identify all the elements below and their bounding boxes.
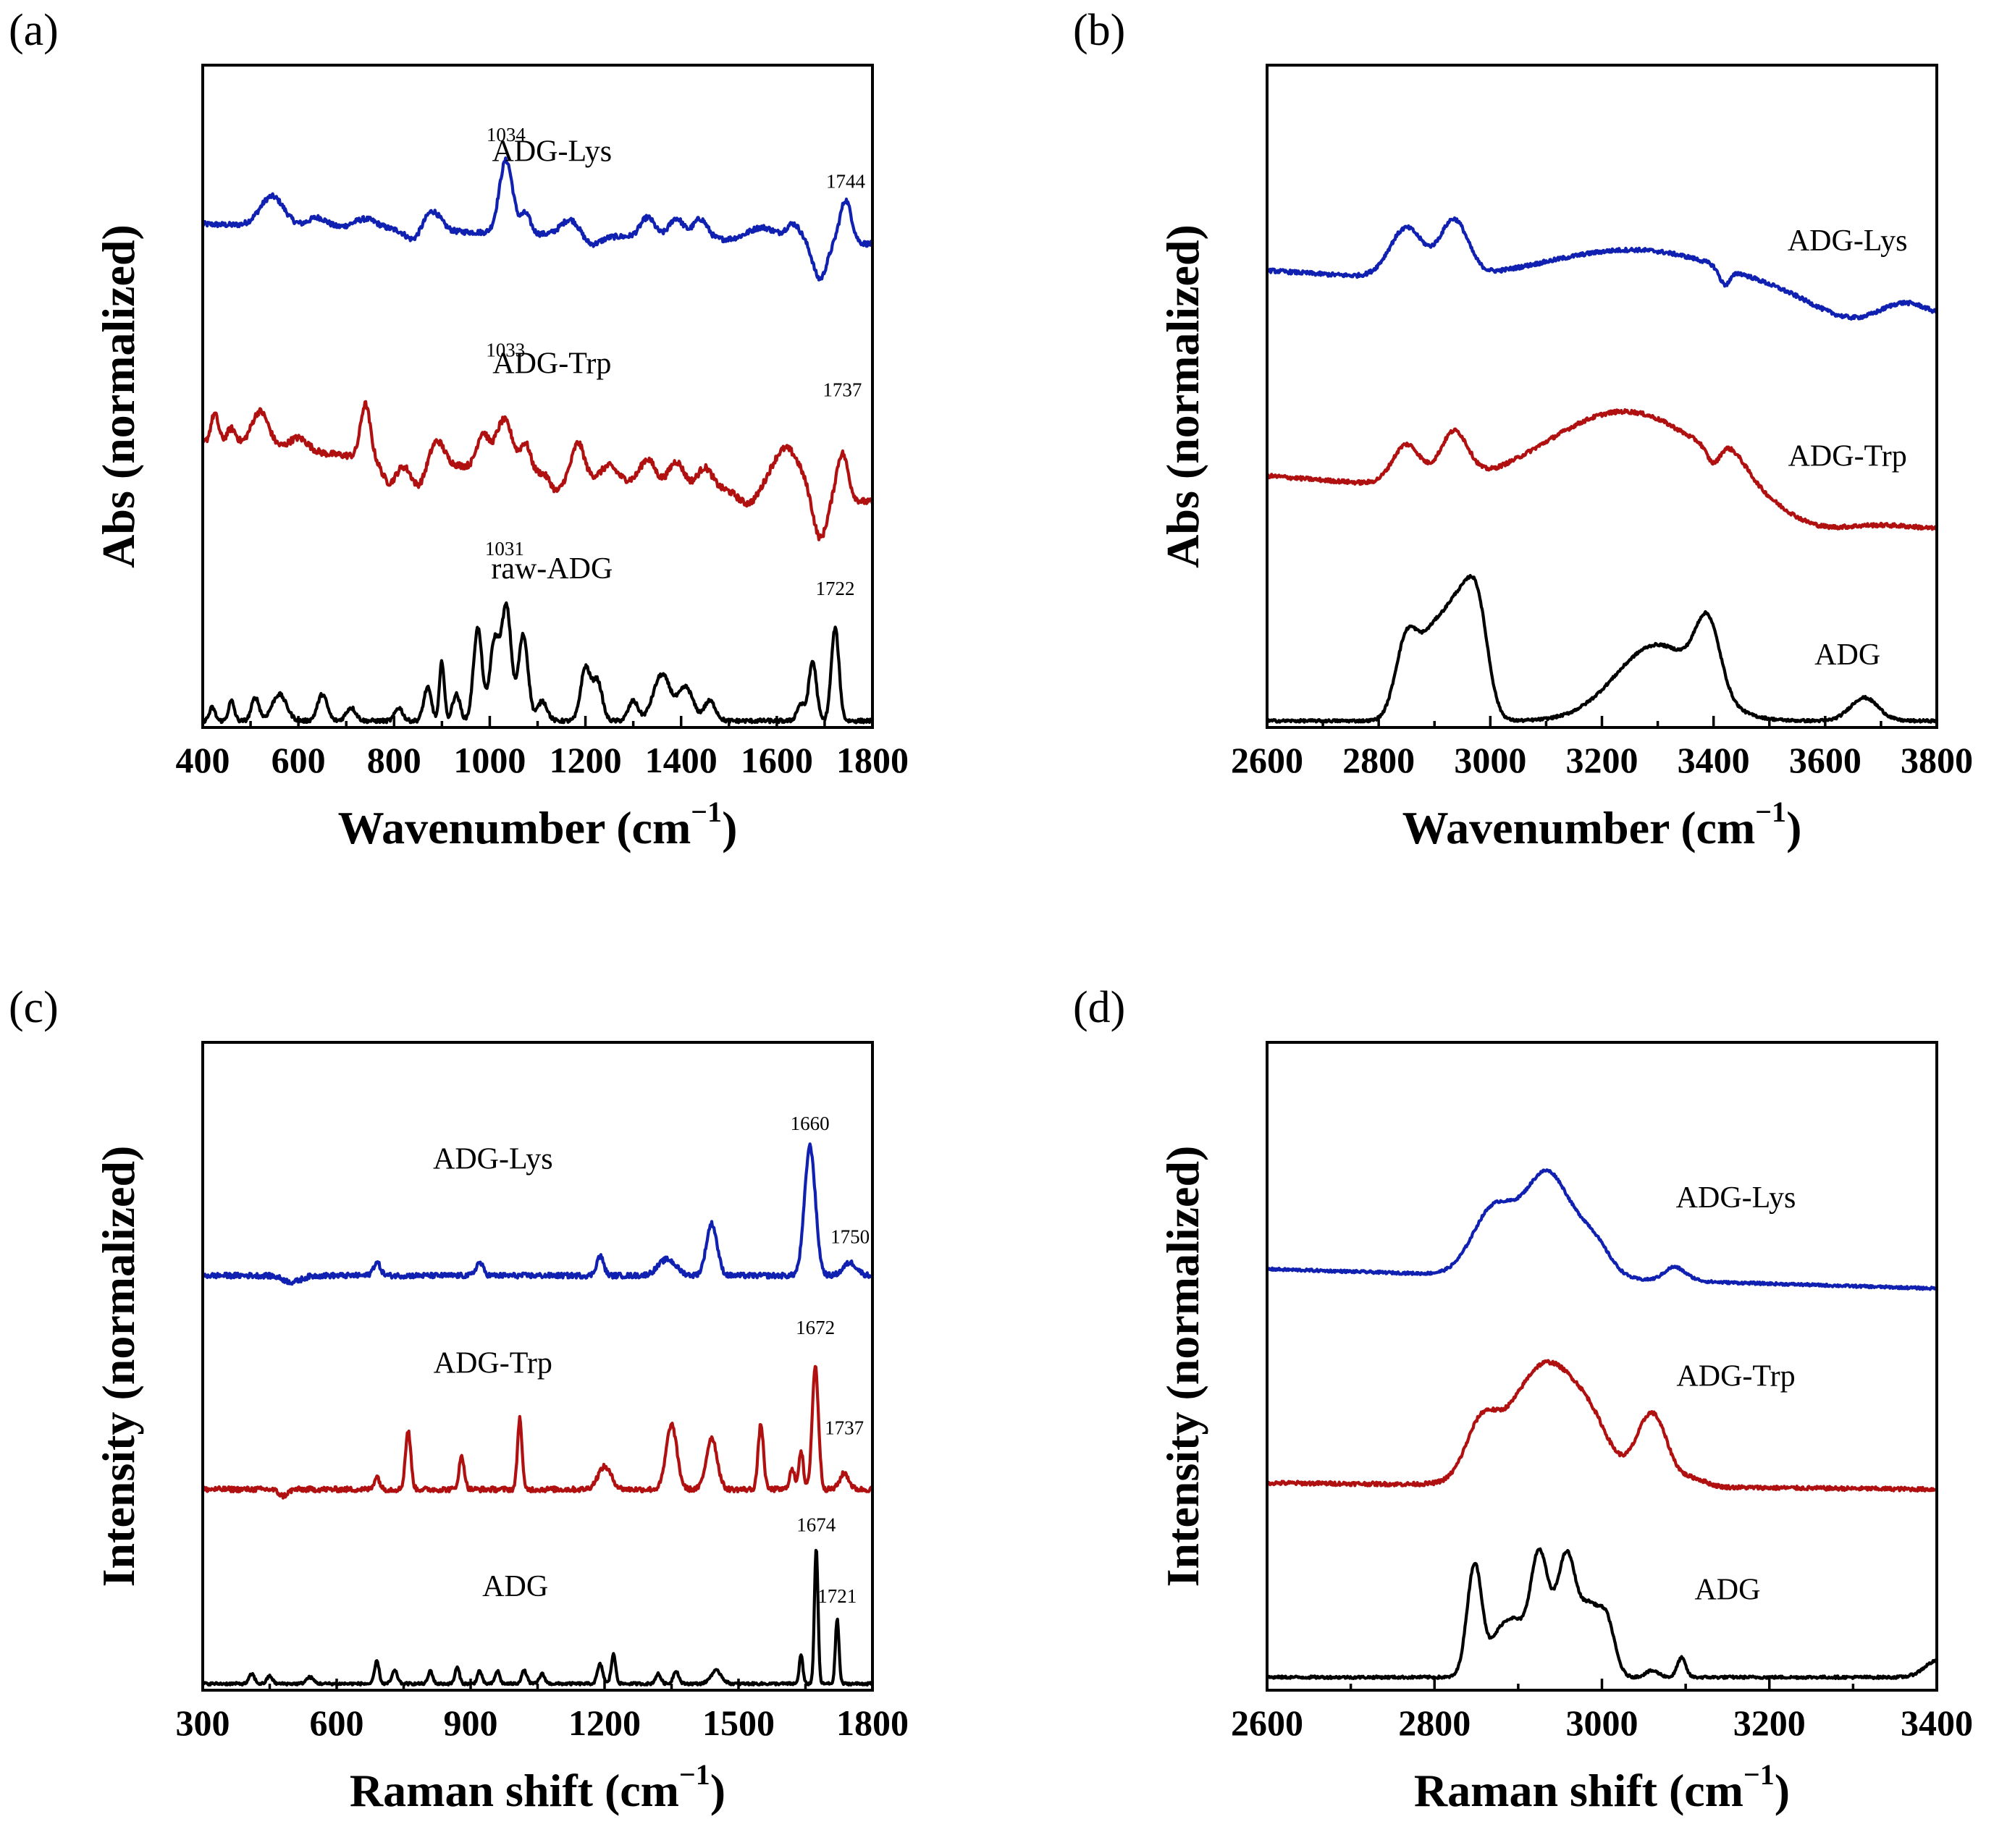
x-axis-title-close: ) — [1786, 802, 1801, 853]
series-label: ADG — [1694, 1574, 1760, 1607]
x-axis-title-close: ) — [710, 1765, 725, 1816]
series-label: ADG — [482, 1570, 548, 1603]
x-axis-title-main: Raman shift (cm — [1414, 1765, 1743, 1816]
series-label: ADG-Lys — [1676, 1181, 1796, 1215]
peak-label: 1721 — [817, 1585, 857, 1607]
peak-label: 1660 — [791, 1113, 830, 1134]
trace-adg-trp — [201, 1364, 875, 1500]
peak-label: 1750 — [830, 1225, 870, 1247]
panel-c: (c) ADG-Lys 1660 1750 ADG-Trp 1672 1737 ADG 1674… — [9, 983, 909, 1816]
plot-frame — [1266, 64, 1938, 729]
series-label: ADG-Trp — [1788, 440, 1907, 473]
series-label: ADG-Lys — [492, 135, 612, 169]
trace-adg-trp — [1265, 1359, 1939, 1493]
panel-letter: (a) — [9, 6, 59, 55]
x-tick-label: 600 — [310, 1703, 364, 1743]
x-tick-label: 3200 — [1566, 740, 1638, 780]
plot-frame — [1266, 1041, 1938, 1692]
series-label: ADG-Lys — [1788, 224, 1908, 258]
x-tick-label: 3000 — [1454, 740, 1526, 780]
trace-adg-lys — [201, 156, 875, 282]
x-tick-label: 400 — [176, 740, 230, 780]
trace-adg-lys — [1265, 1168, 1939, 1291]
trace-adg-trp — [201, 400, 875, 541]
x-tick-label: 1000 — [453, 740, 526, 780]
x-tick-label: 2600 — [1231, 740, 1303, 780]
peak-label: 1034 — [487, 124, 526, 145]
series-label: ADG — [1814, 638, 1880, 672]
peak-label: 1737 — [825, 1417, 864, 1438]
x-tick-label: 900 — [444, 1703, 498, 1743]
peak-label: 1744 — [826, 170, 866, 192]
trace-adg-lys — [1265, 216, 1939, 321]
series-label: ADG-Trp — [492, 347, 611, 380]
x-axis-title: Wavenumber (cm−1) — [1402, 796, 1802, 853]
series-label: ADG-Trp — [434, 1346, 552, 1380]
x-axis-title: Wavenumber (cm−1) — [338, 796, 738, 853]
x-tick-label: 1800 — [836, 1703, 909, 1743]
peak-label: 1737 — [823, 379, 862, 401]
x-tick-label: 1400 — [645, 740, 718, 780]
x-axis-title-main: Wavenumber (cm — [1402, 802, 1756, 853]
panel-b: (b) ADG-Lys ADG-Trp ADG 2600 2800 3000 3200 3400… — [1073, 6, 1973, 853]
panel-d: (d) ADG-Lys ADG-Trp ADG 2600 2800 3000 3200 3400… — [1073, 983, 1973, 1816]
x-tick-label: 2800 — [1342, 740, 1415, 780]
x-axis-title-sup: −1 — [691, 796, 722, 828]
x-axis-title: Raman shift (cm−1) — [1414, 1758, 1790, 1816]
x-tick-label: 300 — [176, 1703, 230, 1743]
panel-letter: (d) — [1073, 983, 1125, 1032]
series-label: ADG-Trp — [1676, 1359, 1795, 1393]
x-tick-label: 600 — [272, 740, 326, 780]
x-axis-title-main: Wavenumber (cm — [338, 802, 691, 853]
trace-adg — [201, 1548, 875, 1687]
x-axis-title-sup: −1 — [1743, 1758, 1775, 1791]
x-tick-label: 1800 — [836, 740, 909, 780]
x-tick-label: 800 — [367, 740, 421, 780]
panel-letter: (b) — [1073, 6, 1125, 55]
y-axis-title: Abs (normalized) — [93, 224, 144, 568]
x-tick-label: 3800 — [1901, 740, 1973, 780]
x-axis-title-main: Raman shift (cm — [350, 1765, 679, 1816]
trace-adg-lys — [201, 1142, 875, 1286]
x-tick-label: 2800 — [1398, 1703, 1471, 1743]
y-axis-title: Intensity (normalized) — [1157, 1146, 1208, 1587]
trace-raw-adg — [201, 601, 875, 725]
panel-letter: (c) — [9, 983, 59, 1032]
peak-label: 1033 — [486, 339, 525, 361]
peak-label: 1722 — [815, 578, 854, 599]
y-axis-title: Intensity (normalized) — [93, 1146, 144, 1587]
series-label: raw-ADG — [491, 552, 613, 586]
x-tick-label: 3400 — [1901, 1703, 1973, 1743]
x-axis-title-close: ) — [722, 802, 737, 853]
x-axis-title-sup: −1 — [679, 1758, 710, 1791]
peak-label: 1672 — [796, 1317, 835, 1338]
x-tick-label: 1500 — [702, 1703, 775, 1743]
x-tick-label: 3200 — [1733, 1703, 1806, 1743]
x-axis-title-close: ) — [1775, 1765, 1790, 1816]
peak-label: 1031 — [485, 538, 524, 560]
x-tick-label: 1200 — [550, 740, 622, 780]
x-axis-title: Raman shift (cm−1) — [350, 1758, 725, 1816]
x-tick-label: 2600 — [1231, 1703, 1303, 1743]
x-tick-label: 3600 — [1789, 740, 1862, 780]
x-tick-label: 1200 — [568, 1703, 641, 1743]
y-axis-title: Abs (normalized) — [1157, 224, 1208, 568]
x-tick-label: 3000 — [1566, 1703, 1638, 1743]
x-axis-title-sup: −1 — [1755, 796, 1786, 828]
series-label: ADG-Lys — [433, 1143, 553, 1176]
peak-label: 1674 — [796, 1514, 836, 1536]
x-tick-label: 1600 — [741, 740, 813, 780]
trace-adg — [1265, 1547, 1939, 1680]
x-tick-label: 3400 — [1678, 740, 1750, 780]
trace-adg-trp — [1265, 408, 1939, 532]
